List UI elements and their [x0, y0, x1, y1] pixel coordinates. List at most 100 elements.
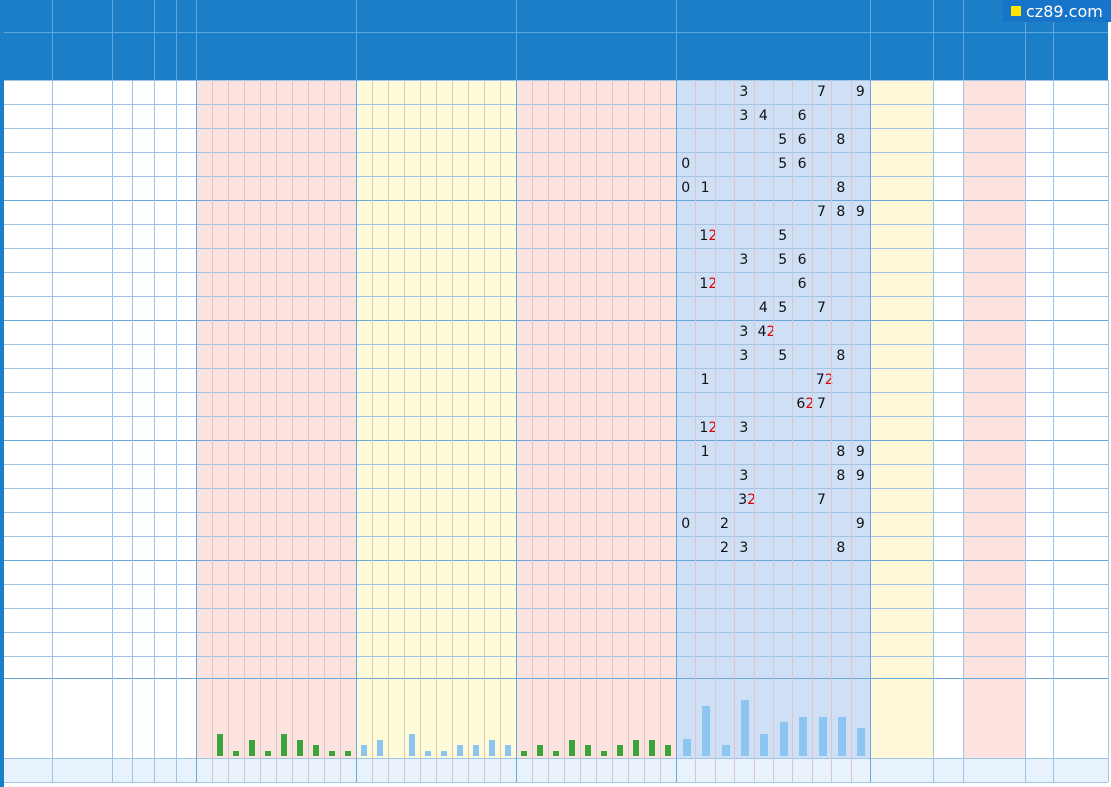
type-cell: [132, 512, 154, 536]
pos2-footer-digit: [500, 758, 516, 782]
draw-digit: [74, 464, 92, 488]
combo-stat-bar: [721, 744, 730, 756]
combo-mark: 5: [778, 300, 788, 316]
type-cell: [112, 368, 132, 392]
combo-mark: 8: [836, 132, 846, 148]
pos1-stat-value: [196, 738, 212, 754]
pos1-mark: [244, 536, 260, 560]
odd-even-mark: [965, 344, 985, 368]
trial-digit: [1055, 104, 1072, 128]
col-divider: [1025, 80, 1026, 782]
span-cell: [176, 248, 196, 272]
odd-even-mark: [1005, 320, 1025, 344]
trial-digit: [1089, 440, 1106, 464]
sum-cell: [154, 272, 176, 296]
combo-footer-digit: [734, 758, 753, 782]
period-cell: [4, 152, 52, 176]
combo-stat-value: [812, 699, 831, 715]
pos3-mark: [564, 104, 580, 128]
pos2-footer-digit: [452, 758, 468, 782]
pos3-stat-value: [532, 727, 548, 743]
draw-digit: [56, 128, 74, 152]
row-divider: [4, 368, 1108, 369]
odd-even-mark: [965, 152, 985, 176]
trial-digit: [1089, 368, 1106, 392]
header-pos3: [516, 0, 676, 32]
digit-col-divider: [260, 80, 261, 782]
pos2-stat-value: [356, 727, 372, 743]
pos1-mark: [292, 392, 308, 416]
pos2-stat-bar: [441, 750, 447, 756]
pos3-stat-value: [580, 727, 596, 743]
trial-digit: [1055, 392, 1072, 416]
big-small-mark: [912, 152, 932, 176]
pos2-mark: [484, 536, 500, 560]
big-small-mark: [872, 176, 892, 200]
combo-mark: 6: [797, 276, 807, 292]
sum-cell: [154, 488, 176, 512]
combo-footer-digit: [812, 758, 831, 782]
sum-cell: [154, 512, 176, 536]
pos1-footer-digit: [212, 758, 228, 782]
pos1-mark: [276, 152, 292, 176]
row-divider: [4, 512, 1108, 513]
pos1-footer-digit: [196, 758, 212, 782]
span-cell: [176, 416, 196, 440]
type-cell: [132, 344, 154, 368]
big-small-mark: [892, 536, 912, 560]
bsr-background: [933, 80, 963, 782]
combo-repeat-count: 2: [824, 372, 834, 388]
pos3-stat-value: [612, 727, 628, 743]
header-pos2-digit: [500, 32, 516, 80]
draw-digit: [74, 392, 92, 416]
combo-stat-bar: [682, 739, 691, 756]
big-small-mark: [892, 272, 912, 296]
trial-digit: [1089, 272, 1106, 296]
header-pos3-digit: [580, 32, 596, 80]
pos1-footer-digit: [324, 758, 340, 782]
combo-mark: 7: [817, 84, 826, 100]
header-pos2-digit: [372, 32, 388, 80]
big-small-mark: [892, 416, 912, 440]
sum-cell: [154, 80, 176, 104]
digit-col-divider: [308, 80, 309, 782]
draw-digit: [56, 392, 74, 416]
pos1-mark: [276, 296, 292, 320]
draw-digit: [56, 296, 74, 320]
odd-even-mark: [1005, 416, 1025, 440]
combo-mark: 5: [778, 132, 788, 148]
combo-mark: 8: [836, 348, 846, 364]
pos1-footer-digit: [292, 758, 308, 782]
sum-cell: [154, 248, 176, 272]
odd-even-mark: [985, 176, 1005, 200]
big-small-ratio-cell: [933, 104, 963, 128]
odd-even-ratio-cell: [1025, 368, 1053, 392]
draw-digit: [92, 152, 110, 176]
header-pos3-digit: [644, 32, 660, 80]
odd-even-ratio-cell: [1025, 176, 1053, 200]
trial-digit: [1089, 248, 1106, 272]
big-small-mark: [892, 104, 912, 128]
site-badge[interactable]: cz89.com: [1003, 0, 1111, 22]
odd-even-ratio-cell: [1025, 200, 1053, 224]
pos2-stat-value: [468, 727, 484, 743]
odd-even-mark: [1005, 128, 1025, 152]
digit-col-divider: [532, 80, 533, 782]
odd-even-mark: [985, 296, 1005, 320]
big-small-ratio-cell: [933, 320, 963, 344]
odd-even-mark: [985, 344, 1005, 368]
combo-stat-value: [754, 716, 773, 732]
sum-cell: [154, 176, 176, 200]
big-small-mark: [892, 176, 912, 200]
trial-digit: [1055, 416, 1072, 440]
combo-mark: 8: [836, 444, 846, 460]
header-pos3-digit: [532, 32, 548, 80]
odd-even-mark: [985, 392, 1005, 416]
col-divider: [1108, 80, 1109, 782]
draw-digit: [92, 344, 110, 368]
combo-stat-bar: [740, 700, 749, 756]
header-col-divider: [516, 0, 517, 80]
pos3-footer-digit: [628, 758, 644, 782]
combo-mark: 5: [778, 252, 788, 268]
